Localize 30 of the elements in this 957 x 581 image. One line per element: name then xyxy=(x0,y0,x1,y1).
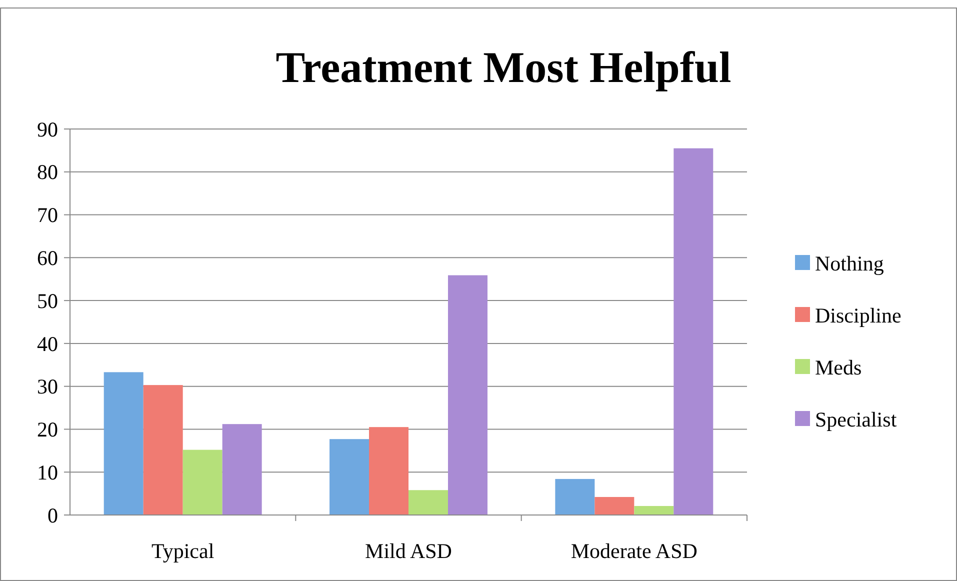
legend-label: Discipline xyxy=(815,303,902,328)
bar xyxy=(182,450,222,515)
y-tick-label: 60 xyxy=(37,246,58,270)
chart-title: Treatment Most Helpful xyxy=(276,43,732,92)
bar xyxy=(674,148,714,515)
bar xyxy=(330,439,370,515)
y-tick-label: 10 xyxy=(37,460,58,484)
y-tick-label: 20 xyxy=(37,418,58,442)
bar xyxy=(369,427,408,515)
bar xyxy=(634,506,674,515)
bar xyxy=(408,490,448,515)
y-tick-label: 40 xyxy=(37,332,58,356)
legend-label: Meds xyxy=(815,355,862,380)
y-tick-label: 0 xyxy=(48,503,58,528)
x-tick-label: Mild ASD xyxy=(365,539,452,563)
bar xyxy=(104,372,144,515)
bar xyxy=(448,275,488,515)
legend-label: Specialist xyxy=(815,407,897,432)
bar xyxy=(143,385,183,515)
y-tick-label: 90 xyxy=(37,117,58,142)
y-tick-label: 70 xyxy=(37,203,58,228)
y-tick-label: 50 xyxy=(37,288,58,313)
legend-label: Nothing xyxy=(815,251,884,276)
x-tick-label: Typical xyxy=(151,539,214,563)
x-tick-label: Moderate ASD xyxy=(570,539,698,563)
bar xyxy=(594,496,634,515)
y-tick-label: 80 xyxy=(37,160,58,184)
y-tick-label: 30 xyxy=(37,374,58,399)
bar xyxy=(222,424,262,515)
bar xyxy=(555,478,595,515)
